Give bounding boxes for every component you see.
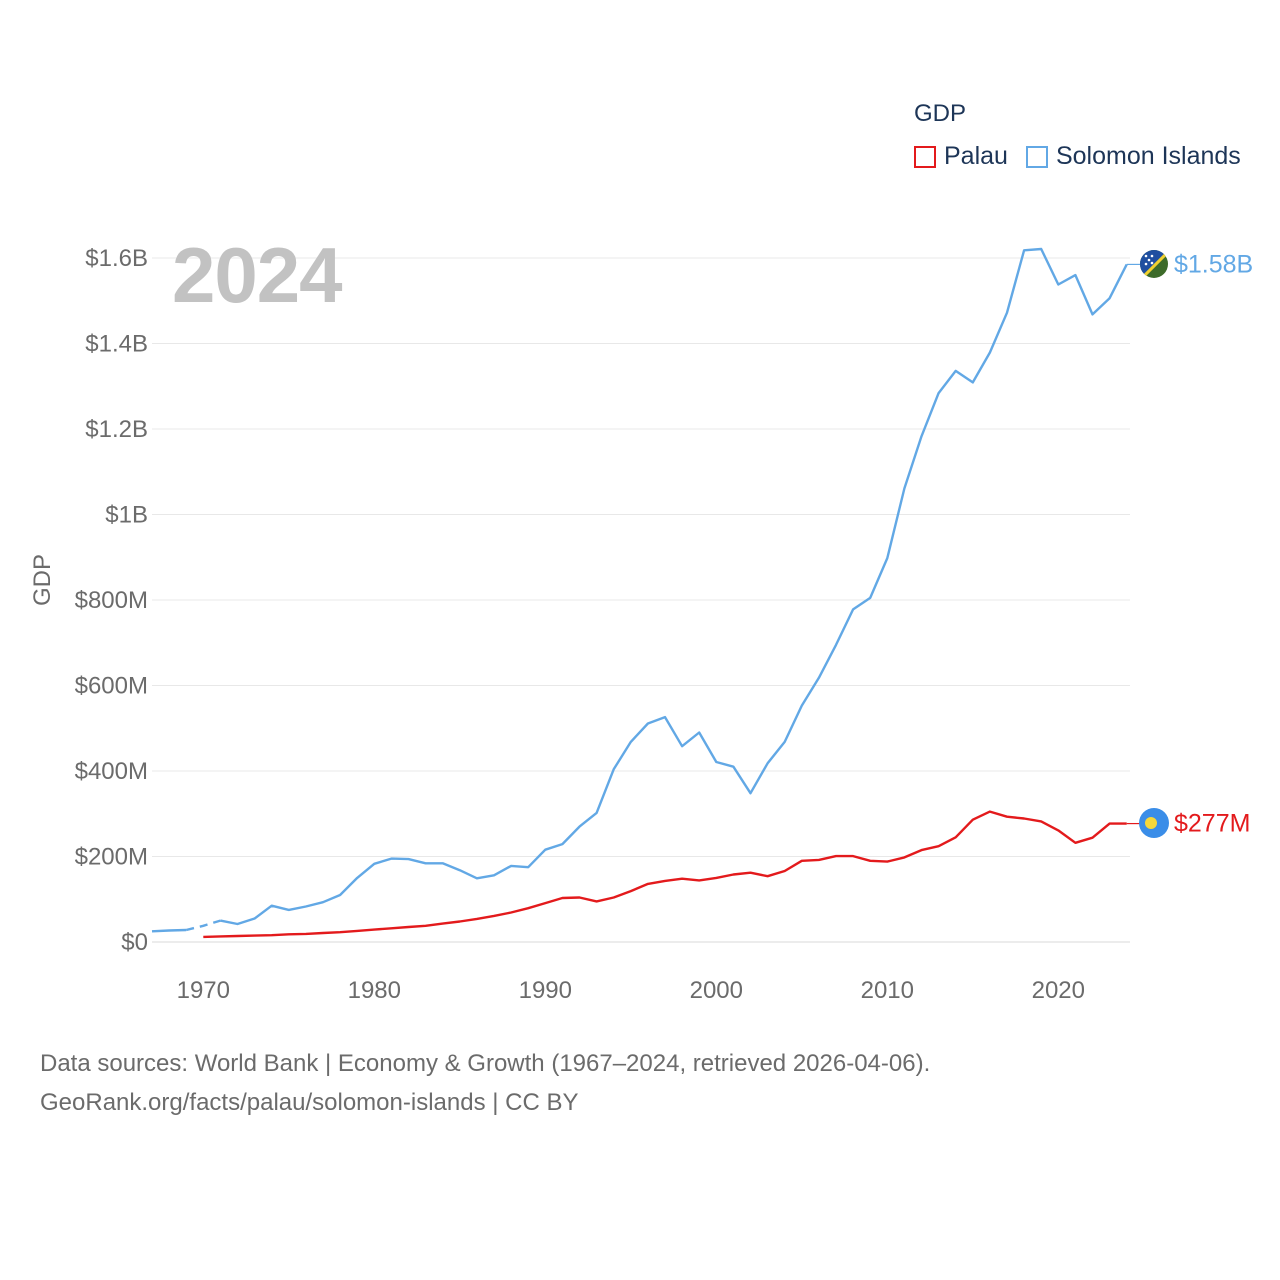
legend: Palau Solomon Islands	[914, 142, 1259, 171]
year-label: 2024	[172, 231, 343, 319]
legend-swatch-palau	[914, 145, 936, 168]
end-label-palau: $277M	[1174, 810, 1250, 838]
end-markers	[1139, 250, 1169, 838]
legend-label-solomon-islands: Solomon Islands	[1055, 142, 1241, 170]
footer: Data sources: World Bank | Economy & Gro…	[40, 1044, 930, 1122]
y-tick-labels: $0 $200M $400M $600M $800M $1B $1.2B $1.4B $1.6B	[75, 245, 148, 956]
grid-lines	[152, 257, 1130, 943]
legend-item-palau[interactable]: Palau	[914, 142, 1008, 171]
x-tick-label: 1980	[348, 977, 401, 1004]
y-tick-label: $800M	[75, 587, 148, 614]
series-line-solomon-islands	[151, 928, 187, 933]
y-tick-label: $1.6B	[85, 245, 148, 272]
y-tick-label: $400M	[75, 758, 148, 785]
legend-title: GDP	[914, 100, 967, 127]
palau-flag-icon	[1139, 808, 1169, 838]
y-axis-label: GDP	[29, 554, 56, 606]
solomon-islands-flag-icon	[1140, 250, 1168, 278]
end-label-solomon-islands: $1.58B	[1174, 250, 1253, 278]
footer-sources: Data sources: World Bank | Economy & Gro…	[40, 1050, 931, 1077]
end-value-labels: $1.58B $277M	[1174, 250, 1253, 837]
x-tick-label: 2000	[690, 977, 743, 1004]
y-tick-label: $1.2B	[85, 416, 148, 443]
series-line-dashed-solomon-islands	[185, 919, 221, 932]
y-tick-label: $1B	[105, 502, 148, 529]
series-lines	[151, 247, 1140, 939]
footer-link: GeoRank.org/facts/palau/solomon-islands …	[40, 1089, 579, 1116]
x-tick-labels: 1970 1980 1990 2000 2010 2020	[177, 977, 1085, 1004]
legend-item-solomon-islands[interactable]: Solomon Islands	[1025, 142, 1241, 171]
legend-label-palau: Palau	[944, 142, 1008, 170]
x-tick-label: 1970	[177, 977, 230, 1004]
y-tick-label: $600M	[75, 673, 148, 700]
x-tick-label: 2010	[861, 977, 914, 1004]
legend-swatch-solomon-islands	[1025, 145, 1048, 168]
y-tick-label: $0	[121, 929, 148, 956]
series-line-solomon-islands	[220, 247, 1128, 926]
y-tick-label: $200M	[75, 844, 148, 871]
y-tick-label: $1.4B	[85, 331, 148, 358]
x-tick-label: 2020	[1032, 977, 1085, 1004]
x-tick-label: 1990	[519, 977, 572, 1004]
series-line-palau	[203, 810, 1127, 939]
